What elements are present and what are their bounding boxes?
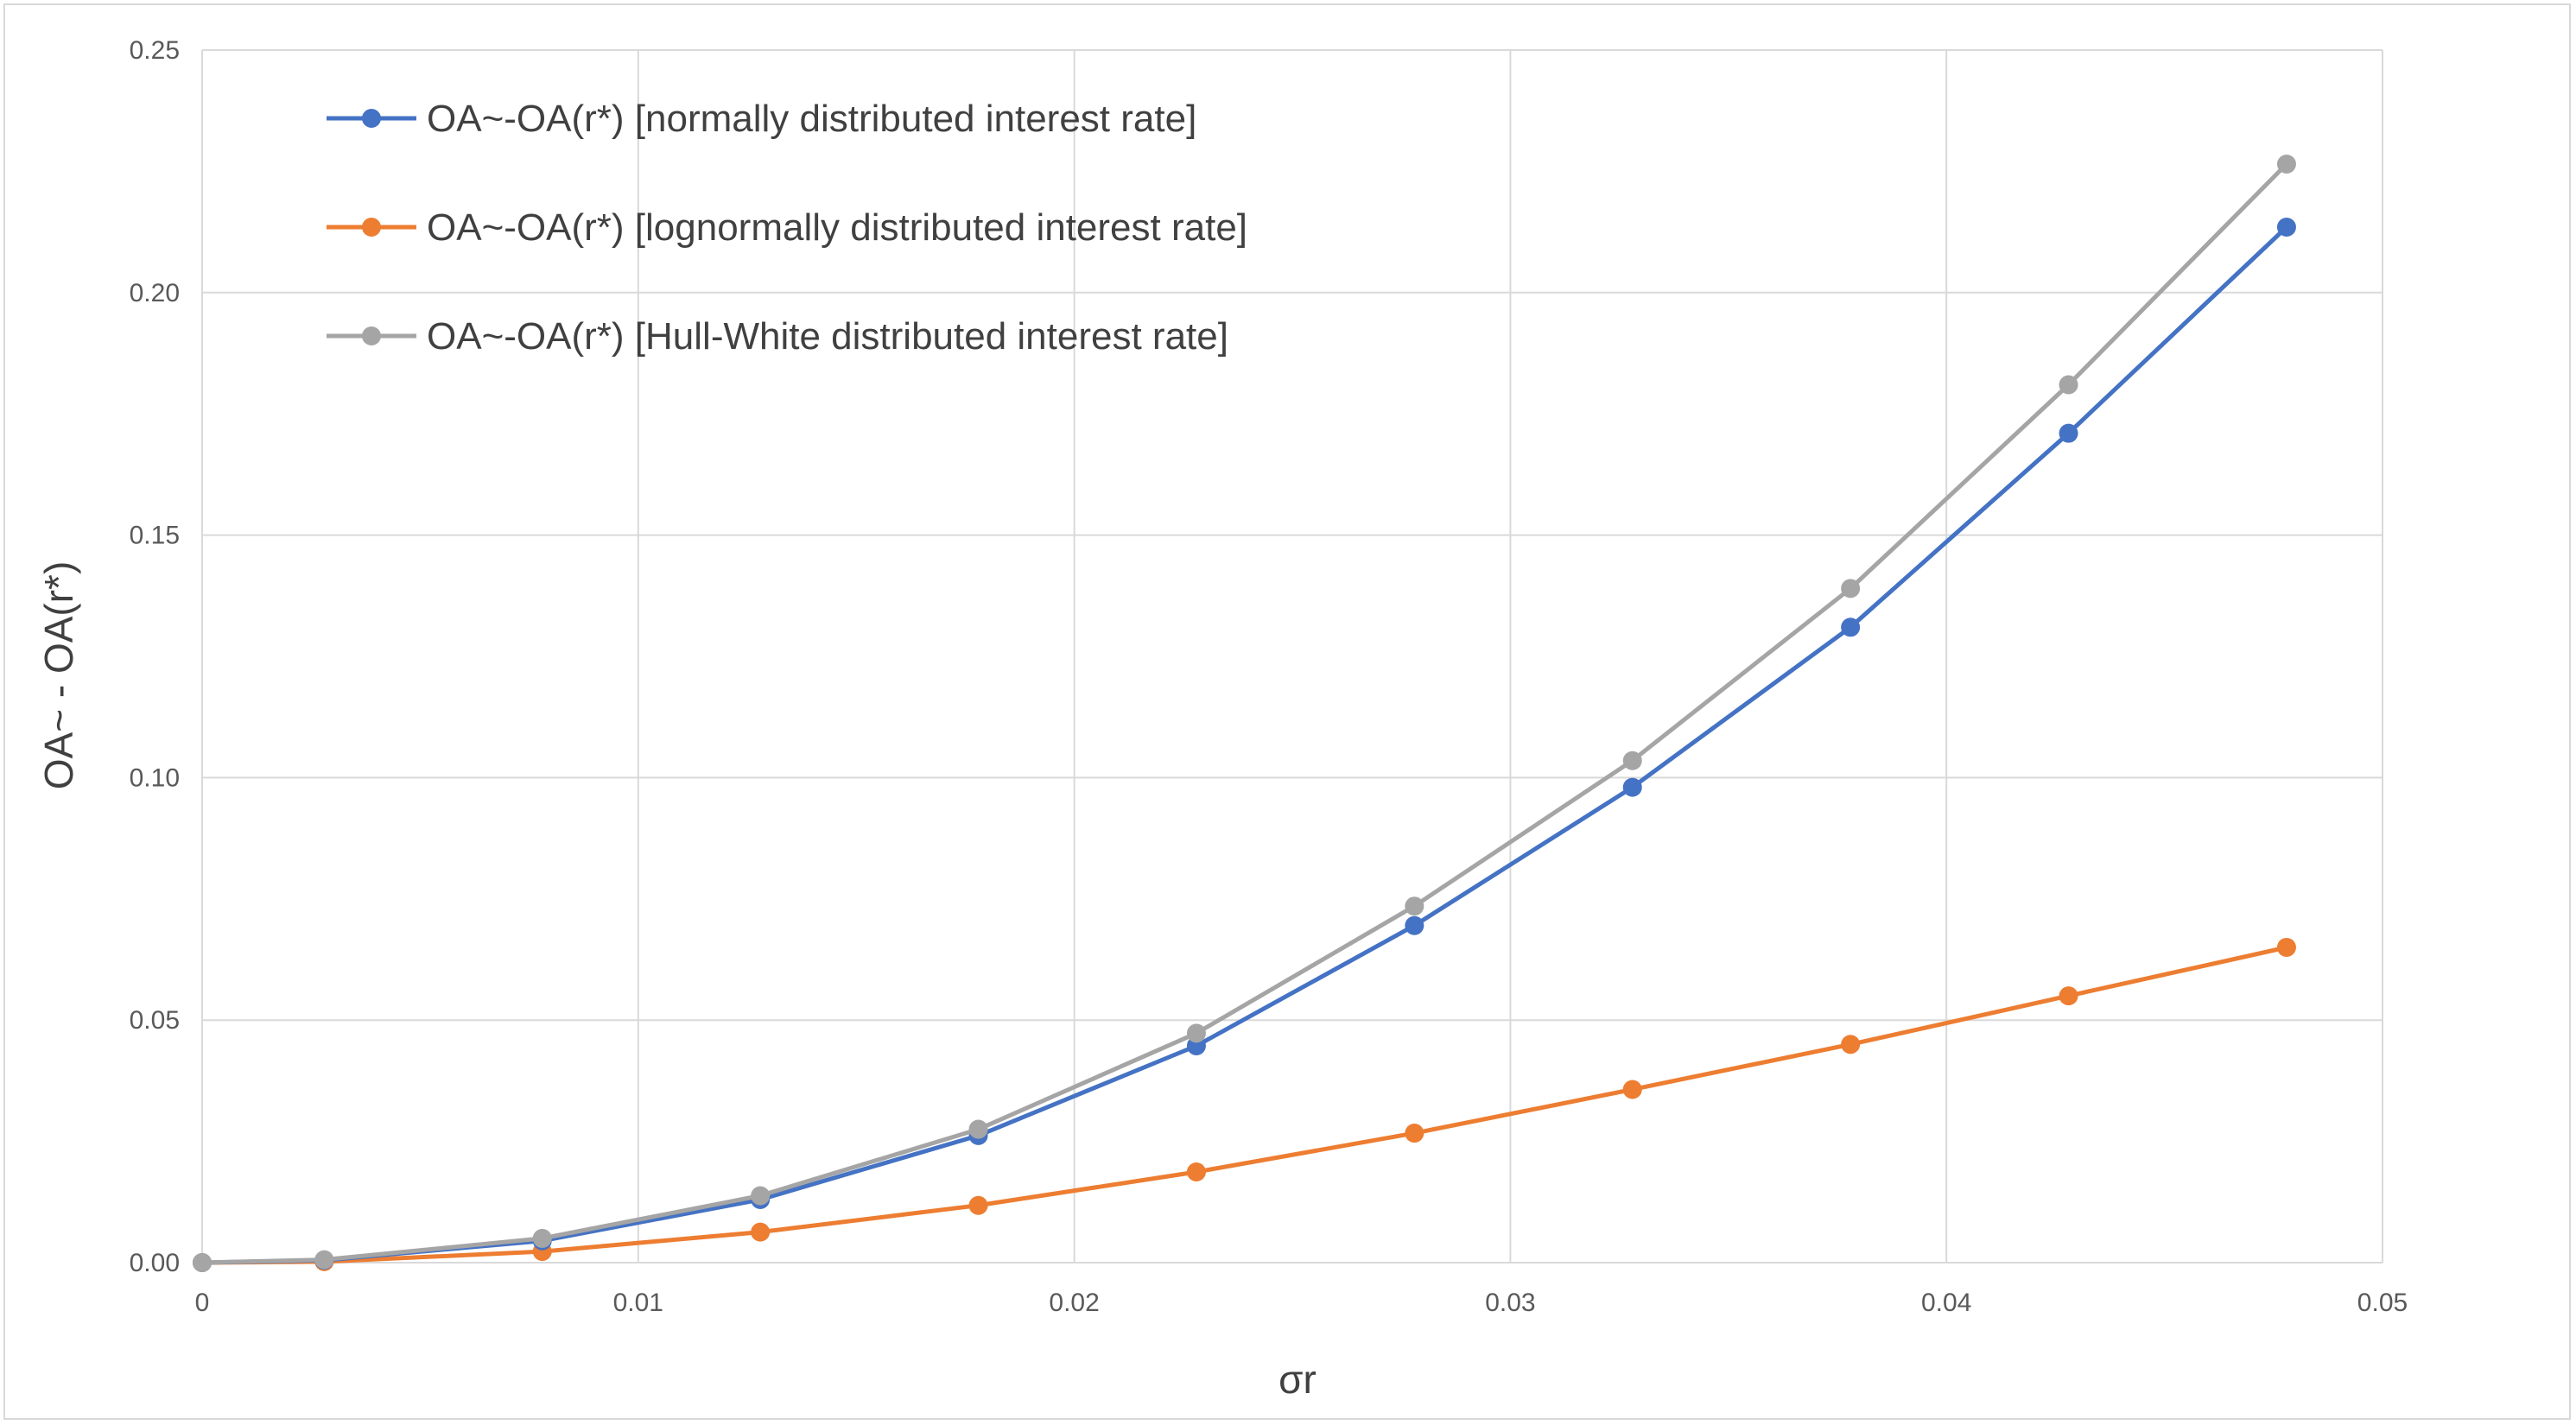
legend-label: OA~-OA(r*) [Hull-White distributed inter… [427, 315, 1228, 358]
x-tick-label: 0 [195, 1289, 210, 1317]
series-0 [193, 217, 2296, 1272]
legend-entry-2: OA~-OA(r*) [Hull-White distributed inter… [327, 315, 1228, 358]
y-tick-label: 0.25 [130, 36, 180, 65]
y-axis-title: OA~ - OA(r*) [36, 561, 81, 790]
legend-swatch-marker [362, 109, 381, 128]
legend-label: OA~-OA(r*) [normally distributed interes… [427, 98, 1196, 140]
series-line [201, 225, 2288, 1265]
chart-frame: 0 0.01 0.02 0.03 0.04 0.05 0.00 0.05 0.10 0.15 0.2… [3, 3, 2571, 1420]
legend-entry-0: OA~-OA(r*) [normally distributed interes… [327, 98, 1196, 140]
legend-label: OA~-OA(r*) [lognormally distributed inte… [427, 206, 1247, 249]
data-point [1622, 750, 1642, 770]
x-tick-label: 0.03 [1485, 1289, 1535, 1317]
data-point [1841, 579, 1861, 598]
data-point [2276, 154, 2296, 174]
data-point [968, 1119, 988, 1139]
x-tick-label: 0.01 [613, 1289, 663, 1317]
y-tick-label: 0.20 [130, 279, 180, 307]
data-point [1841, 618, 1861, 637]
legend-swatch-marker [362, 218, 381, 237]
data-point [2276, 217, 2296, 237]
y-tick-label: 0.15 [130, 522, 180, 550]
axis-ticks: 0 0.01 0.02 0.03 0.04 0.05 0.00 0.05 0.10 0.15 0.2… [130, 36, 2408, 1317]
data-point [1622, 1080, 1642, 1099]
series-line [201, 945, 2287, 1265]
data-point [1405, 896, 1424, 916]
data-point [314, 1250, 334, 1270]
data-point [2059, 423, 2078, 443]
gridlines [201, 49, 2383, 1264]
data-point [1186, 1023, 1206, 1043]
y-tick-label: 0.00 [130, 1249, 180, 1277]
legend: OA~-OA(r*) [normally distributed interes… [327, 98, 1247, 358]
series-2 [193, 154, 2296, 1272]
data-point [751, 1222, 771, 1242]
x-tick-label: 0.02 [1049, 1289, 1099, 1317]
data-point [2059, 375, 2078, 395]
legend-swatch-marker [362, 326, 381, 345]
data-point [1841, 1035, 1861, 1054]
data-point [532, 1228, 552, 1248]
x-axis-title: σr [1278, 1357, 1317, 1402]
y-tick-label: 0.05 [130, 1006, 180, 1035]
data-point [1405, 1124, 1424, 1143]
data-point [193, 1253, 212, 1272]
plot-area [193, 154, 2296, 1272]
data-point [1405, 915, 1424, 935]
x-tick-label: 0.04 [1921, 1289, 1971, 1317]
data-point [751, 1186, 771, 1206]
data-point [2276, 937, 2296, 957]
data-point [1622, 777, 1642, 797]
data-point [1186, 1162, 1206, 1181]
x-tick-label: 0.05 [2357, 1289, 2408, 1317]
line-chart: 0 0.01 0.02 0.03 0.04 0.05 0.00 0.05 0.10 0.15 0.2… [36, 36, 2408, 1402]
data-point [2059, 986, 2078, 1006]
y-tick-label: 0.10 [130, 763, 180, 792]
series-1 [193, 937, 2296, 1272]
legend-entry-1: OA~-OA(r*) [lognormally distributed inte… [327, 206, 1247, 249]
data-point [968, 1195, 988, 1215]
